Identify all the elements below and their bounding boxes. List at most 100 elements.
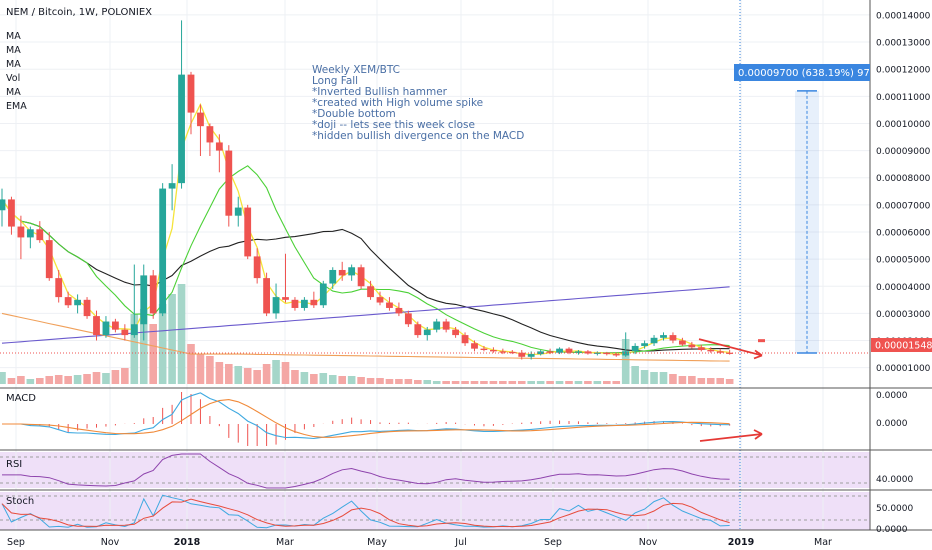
candle-body — [433, 321, 441, 330]
price-range-measure[interactable]: 0.00009700 (638.19%) 970 — [734, 64, 876, 81]
volume-bar — [508, 381, 517, 384]
volume-bar — [158, 304, 167, 384]
candle-body — [244, 207, 252, 257]
stoch-background — [0, 492, 870, 530]
x-tick-label: Jul — [454, 537, 466, 548]
volume-bar — [300, 372, 309, 384]
stoch-k-line — [1, 494, 730, 529]
candle-body — [490, 350, 497, 352]
volume-bar — [310, 374, 318, 384]
y-tick-label: 0.00001000 — [876, 364, 931, 374]
volume-bar — [328, 375, 337, 384]
volume-bar — [546, 381, 554, 384]
candle-body — [8, 199, 15, 227]
indicator-ma-3[interactable]: MA — [6, 59, 21, 70]
candle-body — [679, 340, 686, 345]
candle-body — [187, 74, 195, 113]
candle-body — [338, 269, 346, 276]
volume-bar — [593, 381, 602, 384]
candle-body — [575, 351, 582, 353]
note-annotation[interactable]: Weekly XEM/BTC Long Fall *Inverted Bulli… — [312, 64, 524, 142]
candle-body — [291, 299, 299, 308]
volume-bar — [584, 381, 592, 384]
candle-body — [707, 350, 715, 352]
last-price-marker: 0.00001548 — [871, 338, 932, 352]
volume-bar — [669, 374, 677, 384]
volume-bar — [111, 370, 120, 384]
stoch-pane — [0, 494, 870, 529]
volume-bar — [631, 366, 639, 384]
candle-body — [386, 302, 393, 308]
candle-body — [319, 283, 327, 306]
indicator-legend: MA MA MA Vol MA EMA — [6, 31, 27, 112]
candlesticks — [0, 20, 734, 360]
x-tick-label: Nov — [639, 537, 658, 548]
volume-bar — [102, 373, 110, 384]
candle-body — [272, 297, 280, 314]
volume-bar — [338, 376, 346, 384]
candle-body — [206, 126, 214, 143]
volume-bar — [253, 370, 261, 384]
volume-bar — [451, 381, 460, 384]
candle-body — [329, 269, 337, 284]
macd-axis-label: 0.0000 — [876, 419, 908, 429]
volume-bar — [461, 381, 469, 384]
volume-bar — [262, 364, 271, 384]
volume-bar — [366, 378, 375, 384]
volume-bar — [225, 364, 233, 384]
candle-body — [527, 354, 535, 357]
y-tick-label: 0.00013000 — [876, 39, 931, 49]
candle-body — [26, 229, 34, 238]
arrow-head — [753, 349, 763, 360]
note-line: *Inverted Bullish hammer — [312, 86, 448, 98]
volume-bar — [725, 379, 734, 384]
volume-bar — [291, 370, 299, 384]
x-tick-label: Sep — [7, 537, 25, 548]
volume-bar — [319, 373, 328, 384]
volume-bar — [130, 314, 139, 384]
volume-bar — [215, 362, 224, 384]
last-price-box — [871, 338, 932, 352]
y-tick-label: 0.00004000 — [876, 283, 931, 293]
volume-bar — [7, 378, 16, 384]
indicator-ma-1[interactable]: MA — [6, 31, 21, 42]
volume-bar — [706, 378, 715, 384]
y-tick-label: 0.00011000 — [876, 93, 931, 103]
volume-bar — [196, 354, 205, 384]
candle-body — [64, 297, 72, 306]
symbol-title: NEM / Bitcoin, 1W, POLONIEX — [6, 7, 152, 18]
y-tick-label: 0.00014000 — [876, 11, 931, 21]
indicator-ema[interactable]: EMA — [6, 101, 27, 112]
candle-body — [518, 352, 526, 357]
ma-line-black — [1, 199, 730, 352]
x-tick-label: 2018 — [174, 537, 201, 548]
volume-bar — [206, 356, 214, 384]
candle-body — [348, 267, 356, 276]
indicator-ma-2[interactable]: MA — [6, 45, 21, 56]
divergence-arrow-macd — [699, 433, 763, 442]
candle-body — [395, 307, 403, 314]
candle-body — [669, 335, 677, 341]
note-line: *doji -- lets see this week close — [312, 119, 475, 131]
y-tick-label: 0.00003000 — [876, 310, 931, 320]
volume-bar — [83, 374, 91, 384]
volume-bar — [697, 378, 706, 384]
volume-bar — [149, 324, 157, 384]
volume-bar — [45, 376, 54, 384]
candle-body — [622, 351, 630, 356]
volume-bar — [376, 378, 384, 384]
volume-bar — [395, 379, 403, 384]
note-line: Long Fall — [312, 75, 358, 87]
volume-bar — [385, 379, 394, 384]
note-line: *Double bottom — [312, 108, 396, 120]
candle-body — [508, 351, 516, 354]
candle-body — [93, 316, 100, 336]
volume-bar — [168, 294, 176, 384]
volume-bar — [121, 368, 129, 384]
candle-body — [641, 343, 648, 346]
macd-pane-label: MACD — [6, 393, 36, 404]
indicator-ma-4[interactable]: MA — [6, 87, 21, 98]
ema-line-orange — [1, 312, 730, 362]
indicator-vol[interactable]: Vol — [6, 73, 20, 84]
